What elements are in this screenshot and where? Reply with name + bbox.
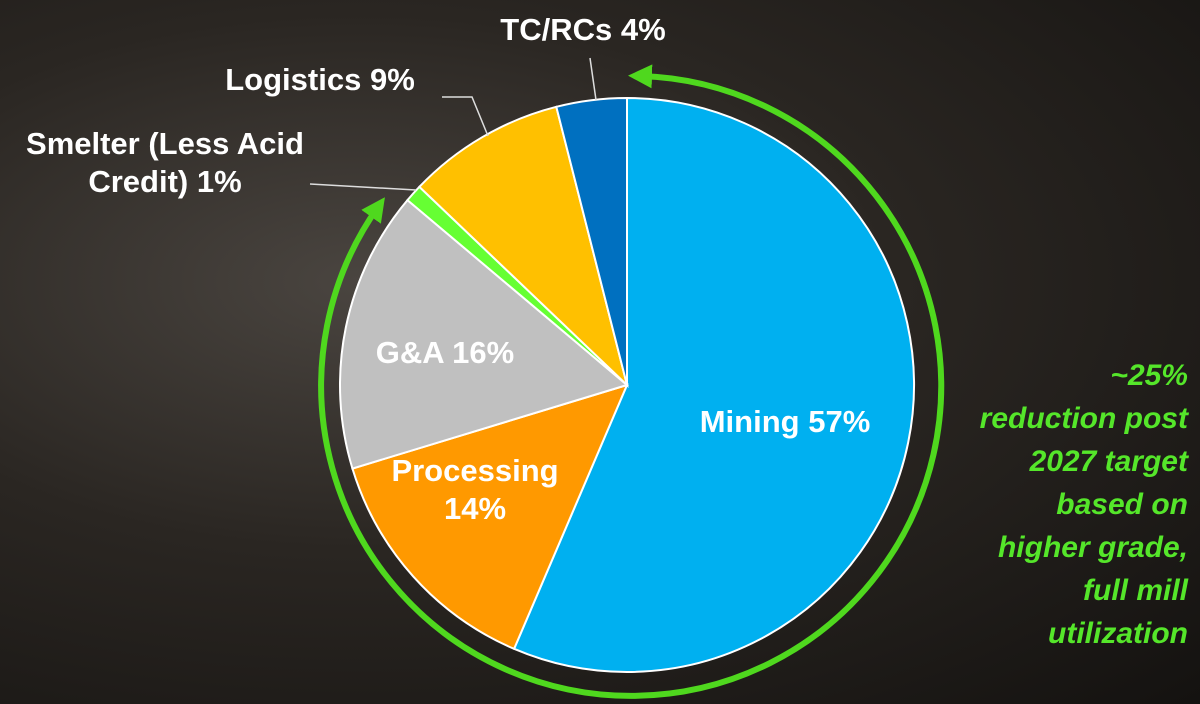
leader-line xyxy=(442,96,489,137)
slice-label: G&A 16% xyxy=(320,334,570,372)
category-label: Processing xyxy=(391,453,559,488)
value-label: 9% xyxy=(369,62,415,97)
category-label: Smelter (Less Acid Credit) xyxy=(26,126,304,199)
category-label: G&A xyxy=(375,335,444,370)
category-label: TC/RCs xyxy=(500,12,613,47)
slice-label: Logistics 9% xyxy=(180,61,460,99)
value-label: 57% xyxy=(808,404,871,439)
slice-label: Mining 57% xyxy=(655,403,915,441)
pie-slice xyxy=(512,96,915,673)
reduction-arc xyxy=(318,64,945,699)
value-label: 4% xyxy=(620,12,666,47)
slice-label: TC/RCs 4% xyxy=(463,11,703,49)
category-label: Mining xyxy=(699,404,800,439)
category-label: Logistics xyxy=(225,62,362,97)
annotation: ~25% reduction post 2027 target based on… xyxy=(979,359,1188,650)
leader-line xyxy=(309,183,417,191)
leader-line xyxy=(589,57,597,101)
value-label: 16% xyxy=(452,335,515,370)
value-label: 1% xyxy=(196,164,242,199)
slice-label: Processing 14% xyxy=(375,452,575,528)
pie xyxy=(339,96,915,673)
pie-slice xyxy=(351,383,629,651)
value-label: 14% xyxy=(443,491,507,526)
slice-label: Smelter (Less Acid Credit) 1% xyxy=(15,125,315,201)
